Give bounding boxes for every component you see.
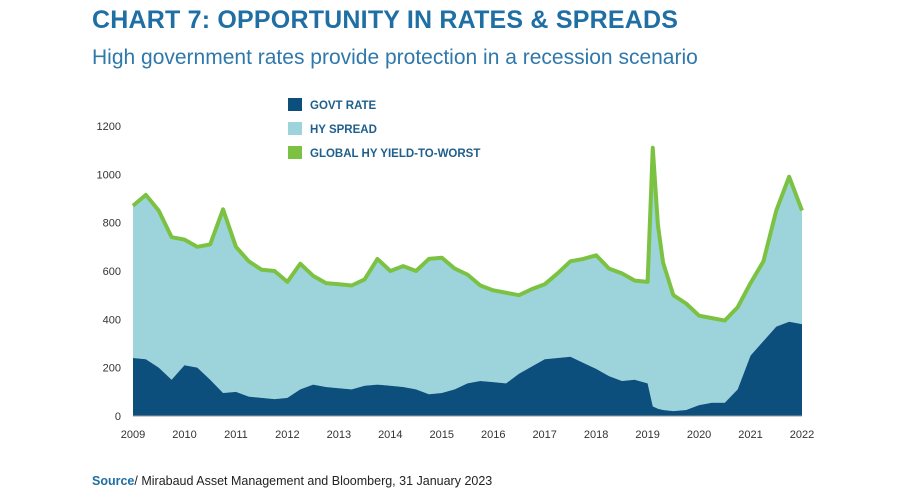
y-tick-label: 0 bbox=[115, 411, 121, 423]
x-tick-label: 2010 bbox=[172, 429, 196, 441]
y-tick-label: 200 bbox=[103, 363, 121, 375]
chart-plot-area bbox=[131, 145, 804, 416]
x-tick-label: 2017 bbox=[532, 429, 556, 441]
hy-spread-area bbox=[133, 147, 802, 412]
legend-label-hy-spread: HY SPREAD bbox=[310, 124, 377, 136]
y-axis-ticks: 0 200 400 600 800 1000 1200 bbox=[97, 121, 121, 423]
source-text: / Mirabaud Asset Management and Bloomber… bbox=[134, 474, 493, 488]
source-label: Source bbox=[92, 474, 135, 488]
x-tick-label: 2019 bbox=[635, 429, 659, 441]
x-tick-label: 2013 bbox=[327, 429, 351, 441]
chart-legend: GOVT RATE HY SPREAD GLOBAL HY YIELD-TO-W… bbox=[288, 98, 480, 160]
chart-subtitle: High government rates provide protection… bbox=[92, 46, 698, 69]
y-tick-label: 800 bbox=[103, 218, 121, 230]
x-tick-label: 2015 bbox=[430, 429, 454, 441]
legend-swatch-ytw bbox=[288, 146, 302, 159]
x-tick-label: 2020 bbox=[687, 429, 711, 441]
ytw-line bbox=[131, 145, 804, 323]
legend-label-govt-rate: GOVT RATE bbox=[310, 100, 377, 112]
x-tick-label: 2011 bbox=[224, 429, 248, 441]
y-tick-label: 1000 bbox=[97, 169, 121, 181]
govt-rate-area bbox=[133, 321, 802, 416]
chart-title: CHART 7: OPPORTUNITY IN RATES & SPREADS bbox=[92, 6, 679, 34]
x-tick-label: 2018 bbox=[584, 429, 608, 441]
x-tick-label: 2022 bbox=[790, 429, 814, 441]
x-axis-ticks: 2009 2010 2011 2012 2013 2014 2015 2016 2017 2018… bbox=[121, 429, 814, 441]
y-tick-label: 400 bbox=[103, 314, 121, 326]
y-tick-label: 600 bbox=[103, 266, 121, 278]
x-tick-label: 2012 bbox=[275, 429, 299, 441]
y-tick-label: 1200 bbox=[97, 121, 121, 133]
x-tick-label: 2009 bbox=[121, 429, 145, 441]
legend-swatch-govt-rate bbox=[288, 98, 302, 111]
x-tick-label: 2016 bbox=[481, 429, 505, 441]
legend-swatch-hy-spread bbox=[288, 122, 302, 135]
x-tick-label: 2021 bbox=[738, 429, 762, 441]
x-tick-label: 2014 bbox=[378, 429, 402, 441]
source-note: Source/ Mirabaud Asset Management and Bl… bbox=[92, 474, 492, 488]
legend-label-ytw: GLOBAL HY YIELD-TO-WORST bbox=[310, 148, 480, 160]
